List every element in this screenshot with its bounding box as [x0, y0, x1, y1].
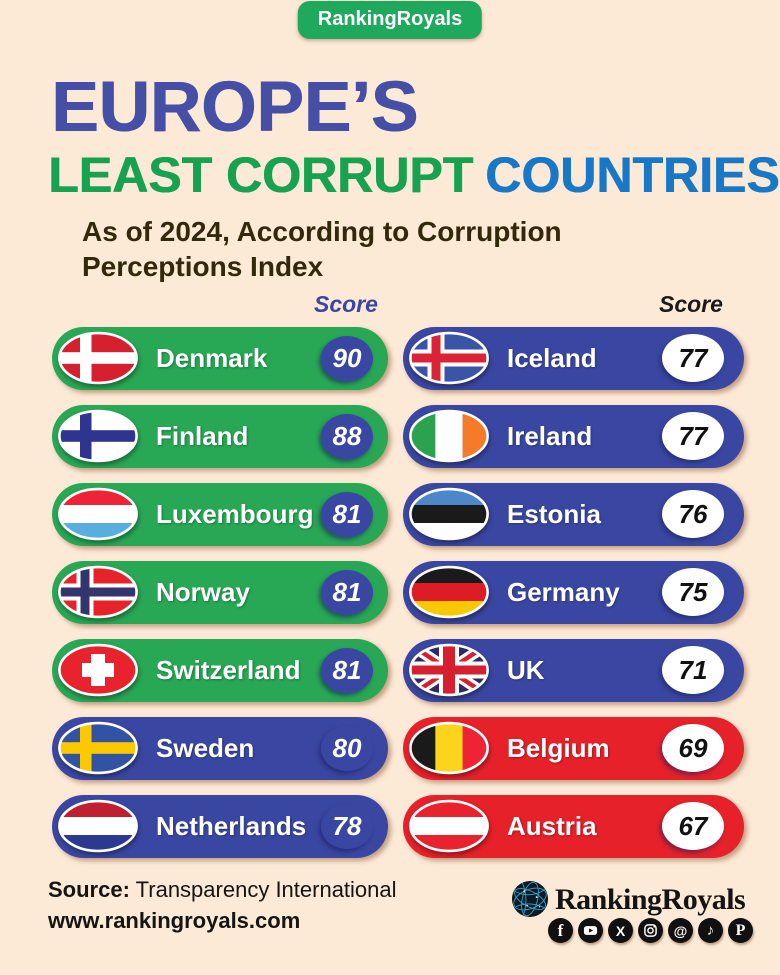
country-row-luxembourg: Luxembourg 81 — [52, 483, 388, 546]
brand-name: RankingRoyals — [555, 883, 746, 916]
country-name: UK — [507, 655, 545, 685]
flag-norway-icon — [57, 565, 139, 619]
country-name: Luxembourg — [156, 499, 314, 529]
score-badge: 81 — [321, 492, 373, 537]
country-name: Germany — [507, 577, 620, 607]
country-row-switzerland: Switzerland 81 — [52, 639, 388, 702]
flag-netherlands-icon — [57, 799, 139, 853]
country-row-netherlands: Netherlands 78 — [52, 795, 388, 858]
page-title-line2: LEAST CORRUPT COUNTRIES — [48, 150, 779, 200]
score-badge: 76 — [662, 490, 724, 538]
country-name: Ireland — [507, 421, 593, 451]
country-row-uk: UK 71 — [403, 639, 744, 702]
flag-denmark-icon — [57, 331, 139, 385]
flag-belgium-icon — [408, 721, 490, 775]
flag-sweden-icon — [57, 721, 139, 775]
page-title: EUROPE’S — [51, 68, 418, 147]
score-badge: 88 — [321, 414, 373, 459]
score-badge: 75 — [662, 568, 724, 616]
flag-germany-icon — [408, 565, 490, 619]
threads-icon[interactable]: @ — [668, 918, 693, 943]
flag-finland-icon — [57, 409, 139, 463]
country-name: Iceland — [507, 343, 597, 373]
globe-logo-icon — [511, 880, 549, 918]
flag-uk-icon — [408, 643, 490, 697]
country-row-ireland: Ireland 77 — [403, 405, 744, 468]
score-badge: 90 — [321, 336, 373, 381]
source-value: Transparency International — [135, 877, 397, 902]
website-text: www.rankingroyals.com — [48, 908, 301, 933]
country-name: Switzerland — [156, 655, 301, 685]
score-badge: 77 — [662, 334, 724, 382]
country-row-finland: Finland 88 — [52, 405, 388, 468]
country-row-denmark: Denmark 90 — [52, 327, 388, 390]
country-name: Sweden — [156, 733, 255, 763]
tiktok-icon[interactable]: ♪ — [698, 918, 723, 943]
brand-badge: RankingRoyals — [297, 1, 483, 39]
facebook-icon[interactable]: f — [548, 918, 573, 943]
country-name: Finland — [156, 421, 249, 451]
source-label: Source: — [48, 877, 130, 902]
country-name: Netherlands — [156, 811, 307, 841]
score-badge: 77 — [662, 412, 724, 460]
country-name: Denmark — [156, 343, 268, 373]
title-countries: COUNTRIES — [485, 147, 780, 203]
social-icons-row: f X @ ♪ P — [548, 918, 753, 943]
flag-ireland-icon — [408, 409, 490, 463]
flag-iceland-icon — [408, 331, 490, 385]
subtitle: As of 2024, According to Corruption Perc… — [82, 216, 562, 282]
country-row-austria: Austria 67 — [403, 795, 744, 858]
country-row-estonia: Estonia 76 — [403, 483, 744, 546]
country-row-sweden: Sweden 80 — [52, 717, 388, 780]
country-name: Belgium — [507, 733, 610, 763]
pinterest-icon[interactable]: P — [728, 918, 753, 943]
score-badge: 71 — [662, 646, 724, 694]
score-badge: 81 — [321, 570, 373, 615]
country-name: Estonia — [507, 499, 601, 529]
flag-austria-icon — [408, 799, 490, 853]
score-badge: 80 — [321, 726, 373, 771]
flag-luxembourg-icon — [57, 487, 139, 541]
title-least-corrupt: LEAST CORRUPT — [48, 147, 473, 203]
country-row-belgium: Belgium 69 — [403, 717, 744, 780]
youtube-icon[interactable] — [578, 918, 603, 943]
score-badge: 78 — [321, 804, 373, 849]
country-row-germany: Germany 75 — [403, 561, 744, 624]
score-header-left: Score — [314, 291, 378, 317]
country-row-norway: Norway 81 — [52, 561, 388, 624]
score-badge: 69 — [662, 724, 724, 772]
score-header-right: Score — [659, 291, 723, 317]
instagram-icon[interactable] — [638, 918, 663, 943]
country-name: Norway — [156, 577, 250, 607]
source-line: Source: Transparency International — [48, 877, 397, 903]
country-row-iceland: Iceland 77 — [403, 327, 744, 390]
score-badge: 81 — [321, 648, 373, 693]
flag-estonia-icon — [408, 487, 490, 541]
country-name: Austria — [507, 811, 597, 841]
score-badge: 67 — [662, 802, 724, 850]
flag-switzerland-icon — [57, 643, 139, 697]
x-icon[interactable]: X — [608, 918, 633, 943]
